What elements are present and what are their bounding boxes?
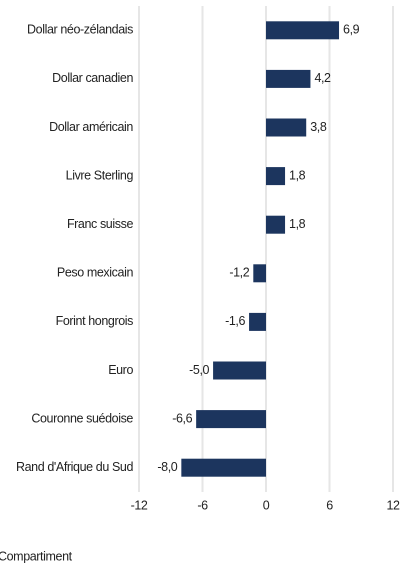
data-label: 6,9 (343, 23, 360, 37)
y-tick-label: Couronne suédoise (31, 411, 133, 425)
bar (266, 21, 340, 40)
y-tick-label: Dollar canadien (52, 71, 133, 85)
y-tick-label: Forint hongrois (56, 314, 134, 328)
bar (196, 410, 266, 429)
bar (266, 118, 307, 137)
bar (266, 215, 286, 234)
y-tick-label: Rand d'Afrique du Sud (16, 460, 133, 474)
x-tick-label: 0 (263, 498, 270, 512)
x-tick-label: 6 (326, 498, 333, 512)
data-label: -5,0 (189, 363, 209, 377)
x-tick-label: -12 (131, 498, 148, 512)
bar (253, 264, 266, 283)
x-tick-label: 12 (386, 498, 400, 512)
data-label: -8,0 (157, 460, 177, 474)
data-label: 3,8 (310, 120, 327, 134)
y-tick-label: Livre Sterling (66, 168, 134, 182)
data-label: -1,6 (225, 314, 245, 328)
bar (266, 69, 311, 88)
data-label: -1,2 (229, 266, 249, 280)
x-tick-label: -6 (197, 498, 208, 512)
y-tick-label: Dollar néo-zélandais (27, 23, 133, 37)
y-tick-label: Franc suisse (67, 217, 134, 231)
y-tick-label: Euro (108, 363, 133, 377)
y-tick-label: Dollar américain (49, 120, 133, 134)
data-label: -6,6 (172, 411, 192, 425)
y-tick-label: Peso mexicain (57, 266, 134, 280)
bar (181, 458, 266, 477)
bar (266, 167, 286, 186)
note: Compartiment (0, 549, 73, 563)
bar (213, 361, 266, 380)
bar (249, 312, 266, 331)
data-label: 4,2 (314, 71, 331, 85)
data-label: 1,8 (289, 168, 306, 182)
data-label: 1,8 (289, 217, 306, 231)
